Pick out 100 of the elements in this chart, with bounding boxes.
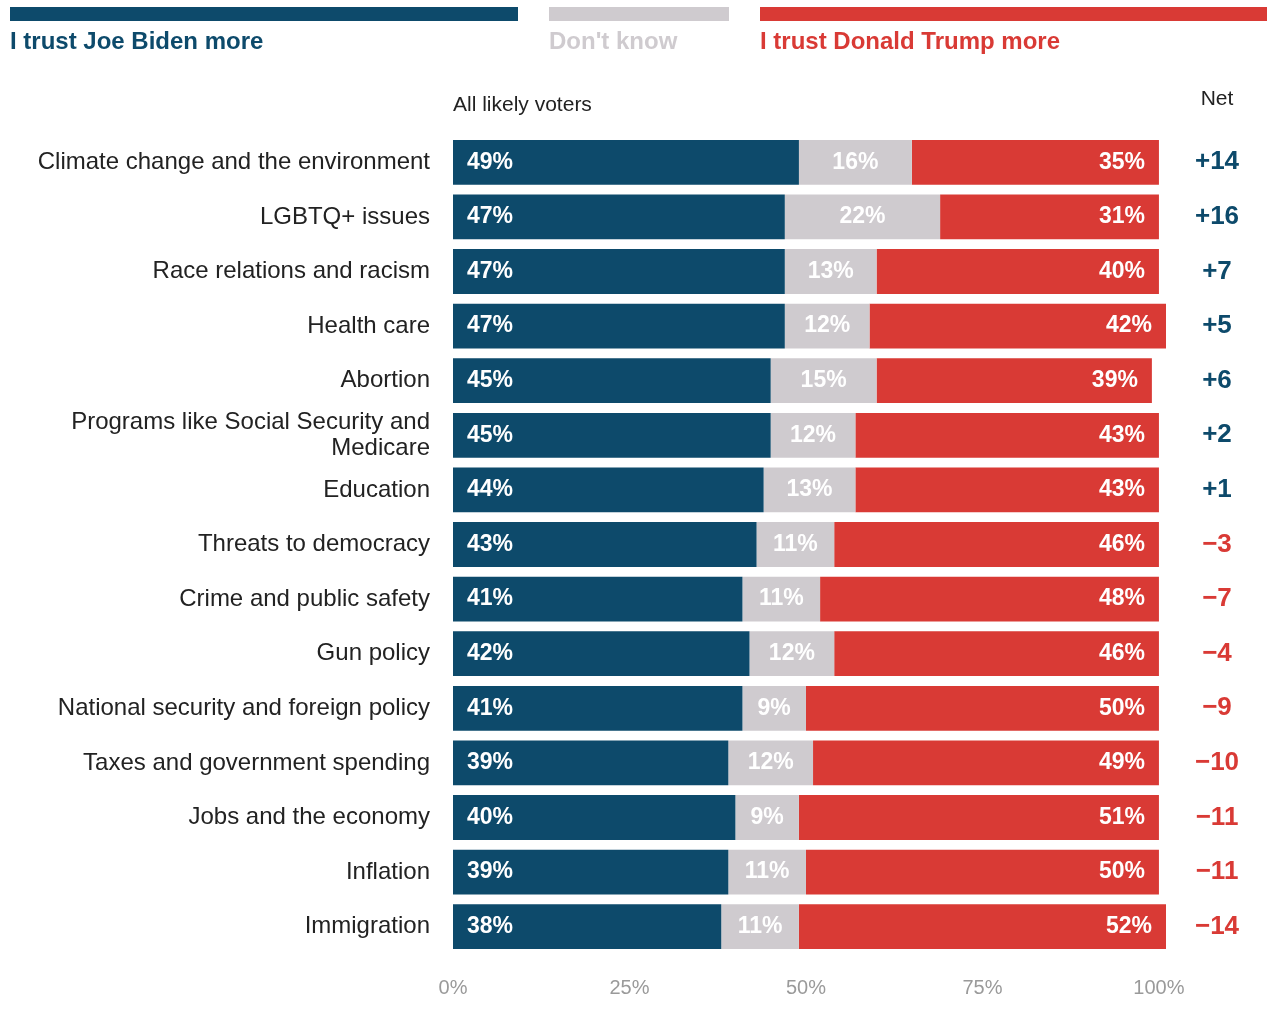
text: −4 <box>1202 636 1233 667</box>
bar <box>453 522 757 567</box>
bar <box>876 249 1159 294</box>
bar <box>453 412 771 458</box>
text: I trust Joe Biden more <box>10 27 265 55</box>
data-label: 52% <box>1105 912 1152 939</box>
text: −9 <box>1202 691 1232 722</box>
text: +14 <box>1194 145 1240 176</box>
y-tick-label: Health care <box>307 310 430 338</box>
x-tick-label: 0% <box>438 975 468 998</box>
y-tick-label: Education <box>323 474 430 502</box>
data-label: 44% <box>467 475 514 502</box>
chart-subtitle: All likely voters <box>453 91 592 115</box>
data-label: 46% <box>1098 639 1145 666</box>
bar <box>855 467 1159 513</box>
data-label: 31% <box>1098 202 1145 229</box>
data-label: 50% <box>1098 693 1145 720</box>
text: +2 <box>1202 418 1232 449</box>
y-tick-label: Programs like Social Security and Medicare <box>71 406 430 461</box>
bar <box>453 740 729 786</box>
data-label: 48% <box>1098 584 1145 611</box>
bar <box>911 139 1159 185</box>
bar <box>770 358 877 404</box>
bar <box>453 795 736 840</box>
bar <box>798 139 912 185</box>
bar <box>805 849 1159 895</box>
bar <box>453 139 799 185</box>
y-tick-label: Climate change and the environment <box>37 146 431 174</box>
x-tick-label: 25% <box>609 975 650 998</box>
text: −14 <box>1194 909 1240 940</box>
x-tick-label: 50% <box>785 975 827 998</box>
y-tick-label: Jobs and the economy <box>188 802 430 830</box>
bar <box>784 249 877 294</box>
data-label: 41% <box>467 693 514 720</box>
data-label: 41% <box>467 584 514 611</box>
y-tick-label: Abortion <box>340 365 430 393</box>
data-label: 50% <box>1098 857 1145 884</box>
text: −3 <box>1202 527 1232 558</box>
text: Net <box>1200 85 1234 109</box>
text: +5 <box>1202 309 1232 340</box>
y-tick-label: Immigration <box>304 911 430 939</box>
data-label: 49% <box>467 147 514 174</box>
y-tick-label: Inflation <box>345 856 430 884</box>
y-tick-label: National security and foreign policy <box>57 692 430 720</box>
bar <box>453 303 785 349</box>
y-tick-label: Threats to democracy <box>197 529 430 557</box>
bar <box>453 685 743 731</box>
bar <box>453 194 785 240</box>
y-tick-label: Taxes and government spending <box>83 747 430 775</box>
text: I trust Donald Trump more <box>760 27 1062 55</box>
x-tick-label: 100% <box>1133 975 1185 998</box>
bar <box>855 412 1159 458</box>
data-label: 45% <box>467 366 514 393</box>
text: +16 <box>1194 200 1240 231</box>
bar <box>798 904 1166 950</box>
bar <box>453 249 785 294</box>
text: +6 <box>1202 363 1232 394</box>
bar <box>805 685 1159 731</box>
bar <box>453 631 750 677</box>
bar <box>834 631 1159 677</box>
data-label: 47% <box>467 256 514 283</box>
data-label: 39% <box>467 857 514 884</box>
bar <box>798 795 1159 840</box>
bar <box>784 194 941 240</box>
data-label: 51% <box>1098 802 1145 829</box>
y-tick-label: Crime and public safety <box>179 583 430 611</box>
text: +1 <box>1202 473 1232 504</box>
text: −10 <box>1194 746 1240 777</box>
bar <box>453 849 729 895</box>
data-label: 46% <box>1098 529 1145 556</box>
data-label: 47% <box>467 202 514 229</box>
data-label: 45% <box>467 420 514 447</box>
bar <box>453 576 743 622</box>
data-label: 43% <box>1098 475 1145 502</box>
y-tick-label: LGBTQ+ issues <box>259 201 430 229</box>
bar <box>820 576 1159 622</box>
data-label: 38% <box>467 912 514 939</box>
data-label: 47% <box>467 311 514 338</box>
data-label: 42% <box>1105 311 1152 338</box>
bar <box>940 194 1159 240</box>
bar <box>453 467 764 513</box>
bar <box>453 358 771 404</box>
bar <box>453 904 722 950</box>
text: −11 <box>1195 800 1239 831</box>
x-tick-label: 75% <box>962 975 1003 998</box>
data-label: 40% <box>1098 256 1145 283</box>
data-label: 42% <box>467 639 514 666</box>
data-label: 35% <box>1098 147 1145 174</box>
y-tick-label: Race relations and racism <box>152 256 430 284</box>
data-label: 49% <box>1098 748 1145 775</box>
text: −11 <box>1195 855 1239 886</box>
y-tick-label: Gun policy <box>316 638 430 666</box>
bar <box>869 303 1166 349</box>
data-label: 43% <box>467 529 514 556</box>
data-label: 40% <box>467 802 514 829</box>
data-label: 39% <box>1091 366 1138 393</box>
bar <box>876 358 1152 404</box>
data-label: 43% <box>1098 420 1145 447</box>
text: +7 <box>1202 254 1232 285</box>
text: −7 <box>1202 582 1232 613</box>
